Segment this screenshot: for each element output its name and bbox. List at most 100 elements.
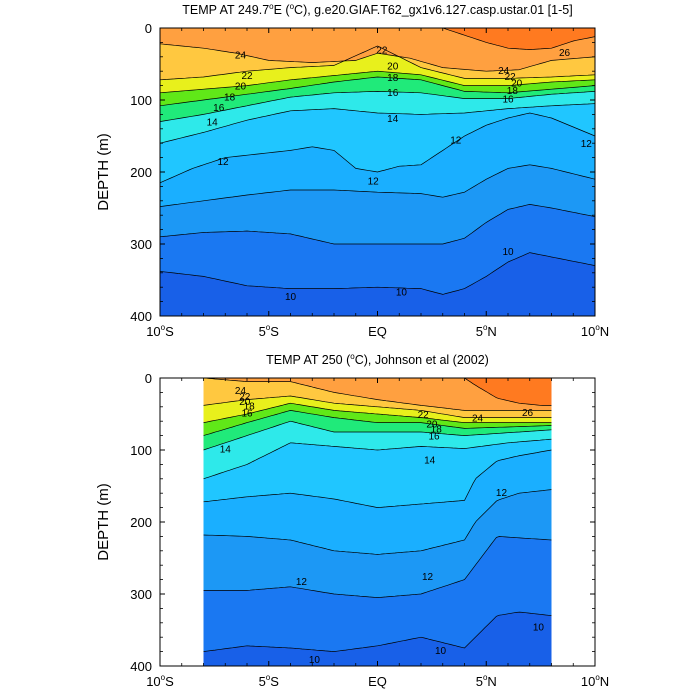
contour-label-16: 16: [502, 95, 514, 106]
isotherm-12: [203, 449, 552, 508]
contour-lines: [160, 28, 595, 295]
isotherm-16: [160, 91, 595, 122]
contour-label-24: 24: [472, 414, 484, 425]
isotherm-22: [160, 45, 595, 81]
contour-label-10: 10: [396, 288, 408, 299]
isotherm-10: [160, 204, 595, 245]
contour-label-16: 16: [428, 432, 440, 443]
panel-title: TEMP AT 250 (oC), Johnson et al (2002): [266, 352, 489, 367]
isotherm-18: [160, 76, 595, 107]
isotherm-12: [160, 112, 595, 184]
isotherm-20: [203, 402, 552, 423]
contour-label-22: 22: [241, 71, 253, 82]
isotherm-22: [203, 395, 552, 418]
x-tick-label: EQ: [368, 674, 387, 689]
contour-label-12: 12: [581, 139, 593, 150]
x-axis: 10oS 5oS EQ 5oN 10oN: [146, 378, 609, 689]
isotherm-24: [160, 43, 595, 72]
y-tick-label: 400: [130, 309, 152, 324]
isotherm-9: [203, 611, 552, 652]
isotherm-26: [203, 378, 552, 406]
contour-label-10: 10: [309, 655, 321, 666]
contour-label-14: 14: [220, 445, 232, 456]
y-tick-label: 200: [130, 515, 152, 530]
contour-label-12: 12: [218, 157, 230, 168]
fill-band-24: [203, 378, 552, 411]
contour-label-24: 24: [235, 51, 247, 62]
contour-label-26: 26: [522, 408, 534, 419]
x-tick-label: 5oN: [476, 673, 497, 689]
x-tick-label: 10oN: [581, 673, 609, 689]
contour-label-10: 10: [435, 646, 447, 657]
isotherm-16: [203, 420, 552, 451]
x-tick-label: 5oS: [259, 323, 280, 339]
contour-label-10: 10: [285, 292, 297, 303]
isotherm-14: [203, 438, 552, 480]
contour-label-10: 10: [533, 622, 545, 633]
contour-label-12: 12: [368, 177, 380, 188]
contour-lines: [203, 378, 552, 652]
isotherm-20: [160, 70, 595, 94]
y-tick-label: 400: [130, 659, 152, 674]
contour-label-20: 20: [239, 397, 251, 408]
x-tick-label: 10oN: [581, 323, 609, 339]
y-tick-label: 0: [145, 21, 152, 36]
contour-label-20: 20: [426, 419, 438, 430]
contour-label-16: 16: [241, 409, 253, 420]
contour-label-12: 12: [422, 572, 434, 583]
y-tick-label: 300: [130, 587, 152, 602]
isotherm-18: [203, 410, 552, 436]
isotherm-14: [160, 103, 595, 144]
isotherm-24: [203, 378, 552, 411]
isotherm-9: [160, 252, 595, 295]
panel-title: TEMP AT 249.7oE (oC), g.e20.GIAF.T62_gx1…: [182, 2, 572, 17]
isotherm-11: [203, 489, 552, 555]
contour-label-20: 20: [235, 82, 247, 93]
contour-label-14: 14: [207, 118, 219, 129]
contour-label-22: 22: [418, 410, 430, 421]
x-tick-label: 5oS: [259, 673, 280, 689]
x-axis: 10oS 5oS EQ 5oN 10oN: [146, 28, 609, 339]
contour-label-26: 26: [559, 48, 571, 59]
isotherm-11: [160, 164, 595, 207]
y-tick-label: 0: [145, 371, 152, 386]
x-tick-label: EQ: [368, 324, 387, 339]
contour-label-12: 12: [450, 136, 462, 147]
contour-label-18: 18: [431, 424, 443, 435]
y-tick-label: 100: [130, 443, 152, 458]
contour-label-18: 18: [224, 92, 236, 103]
contour-label-22: 22: [239, 392, 251, 403]
y-axis: 0 100 200 300 400: [130, 21, 595, 324]
x-tick-label: 10oS: [146, 673, 174, 689]
y-tick-label: 300: [130, 237, 152, 252]
y-tick-label: 100: [130, 93, 152, 108]
contour-label-14: 14: [424, 455, 436, 466]
y-axis: 0 100 200 300 400: [130, 371, 595, 674]
isotherm-10: [203, 536, 552, 598]
contour-label-10: 10: [502, 247, 514, 258]
contour-label-12: 12: [496, 488, 508, 499]
y-axis-title: DEPTH (m): [95, 483, 112, 561]
contour-label-16: 16: [387, 88, 399, 99]
contour-label-16: 16: [213, 103, 225, 114]
x-tick-label: 10oS: [146, 323, 174, 339]
contour-label-20: 20: [387, 61, 399, 72]
x-tick-label: 5oN: [476, 323, 497, 339]
contour-label-18: 18: [244, 401, 256, 412]
fill-band-26: [160, 28, 595, 50]
contour-label-24: 24: [235, 386, 247, 397]
contour-label-14: 14: [387, 114, 399, 125]
contour-label-12: 12: [296, 577, 308, 588]
contour-label-22: 22: [505, 72, 517, 83]
contour-label-20: 20: [511, 79, 523, 90]
contour-label-24: 24: [498, 66, 510, 77]
contour-label-22: 22: [376, 46, 388, 57]
contour-label-18: 18: [507, 86, 519, 97]
y-tick-label: 200: [130, 165, 152, 180]
y-axis-title: DEPTH (m): [95, 133, 112, 211]
